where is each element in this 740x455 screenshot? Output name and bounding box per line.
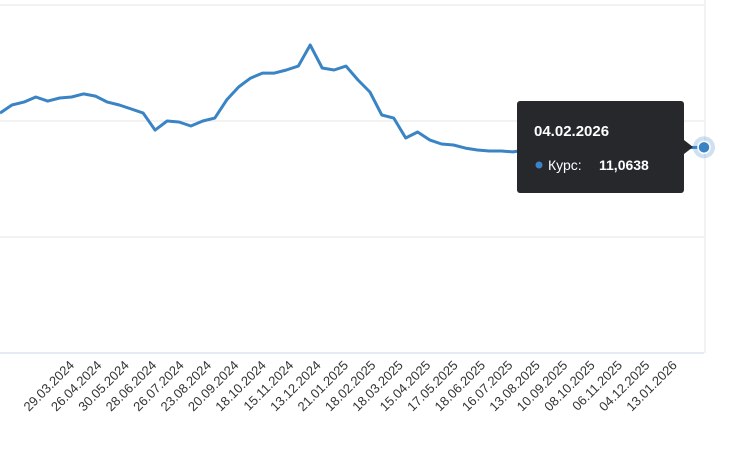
tooltip-marker	[535, 161, 543, 169]
plot-area: 29.03.202426.04.202430.05.202428.06.2024…	[0, 4, 715, 414]
tooltip: 04.02.2026 Курс: 11,0638	[517, 101, 693, 193]
tooltip-value: 11,0638	[599, 157, 649, 173]
tooltip-box	[517, 101, 684, 193]
tooltip-label: Курс:	[548, 157, 582, 173]
tooltip-arrow	[684, 140, 693, 154]
tooltip-date: 04.02.2026	[534, 123, 609, 140]
hover-point	[697, 140, 711, 155]
